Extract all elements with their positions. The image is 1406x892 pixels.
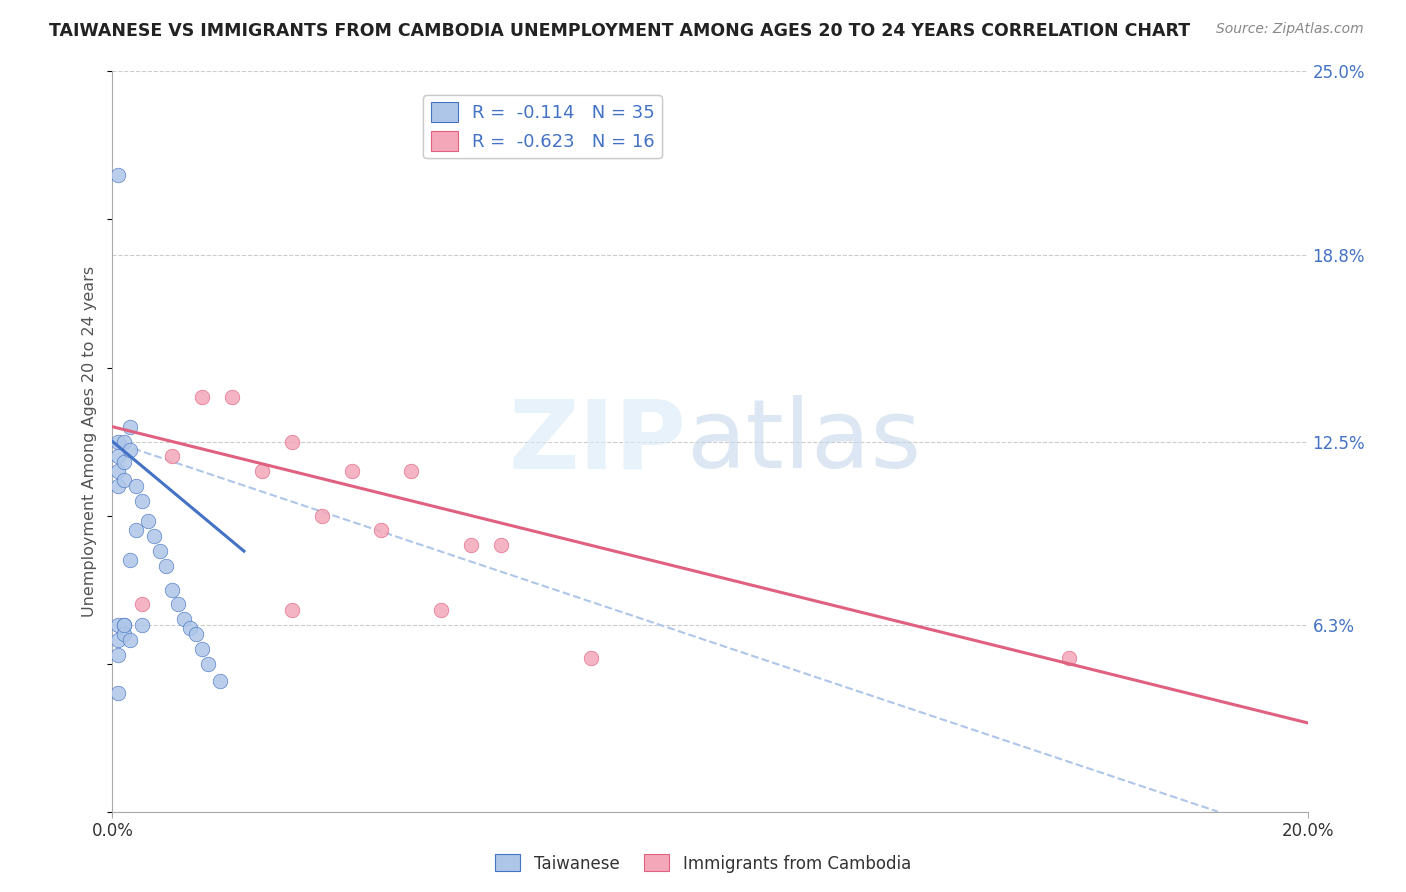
- Point: [107, 648, 129, 662]
- Point: [114, 618, 135, 632]
- Point: [131, 598, 153, 612]
- Text: TAIWANESE VS IMMIGRANTS FROM CAMBODIA UNEMPLOYMENT AMONG AGES 20 TO 24 YEARS COR: TAIWANESE VS IMMIGRANTS FROM CAMBODIA UN…: [49, 22, 1191, 40]
- Text: atlas: atlas: [686, 395, 921, 488]
- Point: [114, 473, 135, 487]
- Text: ZIP: ZIP: [508, 395, 686, 488]
- Legend: R =  -0.114   N = 35, R =  -0.623   N = 16: R = -0.114 N = 35, R = -0.623 N = 16: [423, 95, 662, 159]
- Point: [173, 612, 195, 626]
- Point: [1057, 650, 1080, 665]
- Point: [120, 443, 142, 458]
- Point: [143, 529, 166, 543]
- Legend: Taiwanese, Immigrants from Cambodia: Taiwanese, Immigrants from Cambodia: [488, 847, 918, 880]
- Point: [138, 515, 160, 529]
- Point: [281, 434, 304, 449]
- Point: [401, 464, 423, 478]
- Point: [149, 544, 172, 558]
- Point: [107, 686, 129, 700]
- Point: [162, 450, 183, 464]
- Point: [107, 450, 129, 464]
- Point: [221, 390, 243, 404]
- Point: [107, 479, 129, 493]
- Text: Source: ZipAtlas.com: Source: ZipAtlas.com: [1216, 22, 1364, 37]
- Point: [209, 674, 232, 689]
- Point: [370, 524, 392, 538]
- Point: [489, 538, 512, 552]
- Point: [340, 464, 363, 478]
- Point: [107, 618, 129, 632]
- Y-axis label: Unemployment Among Ages 20 to 24 years: Unemployment Among Ages 20 to 24 years: [82, 266, 97, 617]
- Point: [186, 627, 208, 641]
- Point: [125, 479, 148, 493]
- Point: [311, 508, 333, 523]
- Point: [107, 434, 129, 449]
- Point: [191, 390, 214, 404]
- Point: [131, 618, 153, 632]
- Point: [125, 524, 148, 538]
- Point: [120, 553, 142, 567]
- Point: [114, 618, 135, 632]
- Point: [579, 650, 602, 665]
- Point: [281, 603, 304, 617]
- Point: [179, 621, 201, 635]
- Point: [131, 493, 153, 508]
- Point: [250, 464, 273, 478]
- Point: [162, 582, 183, 597]
- Point: [114, 455, 135, 469]
- Point: [430, 603, 453, 617]
- Point: [120, 632, 142, 647]
- Point: [114, 434, 135, 449]
- Point: [460, 538, 482, 552]
- Point: [114, 627, 135, 641]
- Point: [120, 419, 142, 434]
- Point: [107, 168, 129, 182]
- Point: [167, 598, 190, 612]
- Point: [107, 464, 129, 478]
- Point: [155, 558, 177, 573]
- Point: [191, 641, 214, 656]
- Point: [197, 657, 219, 671]
- Point: [107, 632, 129, 647]
